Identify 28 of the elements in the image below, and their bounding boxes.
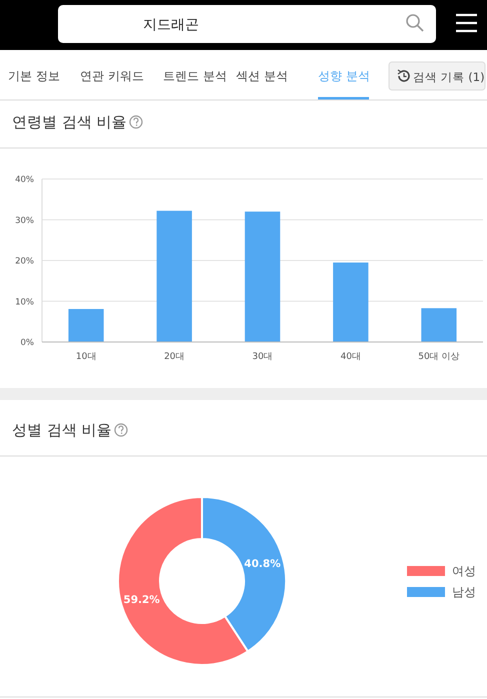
y-tick-label: 10% xyxy=(15,297,34,308)
y-tick-label: 20% xyxy=(15,256,34,266)
data-label: 59.2% xyxy=(123,594,160,606)
x-tick-label: 30대 xyxy=(252,352,273,362)
legend-label: 여성 xyxy=(452,564,476,578)
chart-title: 연령별 검색 비율 xyxy=(12,113,127,131)
bar xyxy=(333,262,368,342)
text: 지드래곤 xyxy=(143,17,199,33)
bar xyxy=(244,212,280,342)
legend-label: 남성 xyxy=(452,585,476,599)
y-tick-label: 0% xyxy=(20,338,34,348)
y-tick-label: 30% xyxy=(15,216,34,226)
bar xyxy=(156,210,192,342)
y-tick-label: 40% xyxy=(15,175,34,185)
x-tick-label: 20대 xyxy=(164,352,185,362)
text: 트렌드 분석 xyxy=(163,69,227,83)
x-tick-label: 50대 이상 xyxy=(418,352,460,362)
text: 연관 키워드 xyxy=(80,69,144,83)
chart-title: 성별 검색 비율 xyxy=(12,421,112,439)
text: 검색 기록 (1) xyxy=(413,70,485,84)
data-label: 40.8% xyxy=(244,558,282,570)
text: 기본 정보 xyxy=(8,69,60,83)
x-tick-label: 40대 xyxy=(340,352,361,362)
text: 성향 분석 xyxy=(318,69,370,83)
x-tick-label: 10대 xyxy=(76,352,96,362)
text: 섹션 분석 xyxy=(236,69,288,83)
bar xyxy=(68,308,104,342)
bar xyxy=(421,308,457,342)
